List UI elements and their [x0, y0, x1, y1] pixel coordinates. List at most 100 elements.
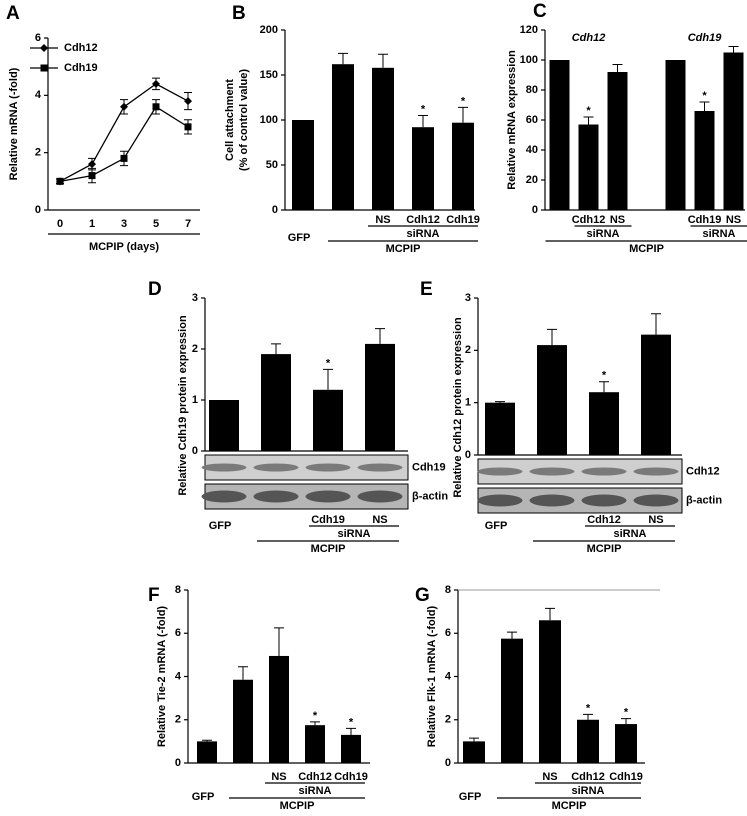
error-bar	[238, 666, 248, 680]
bar	[549, 60, 570, 210]
x-tick-label: NS	[542, 771, 557, 783]
error-bar	[507, 631, 517, 639]
error-bar	[418, 115, 428, 128]
y-axis-label: Relative Flk-1 mRNA (-fold)	[426, 605, 438, 747]
bar	[537, 345, 567, 455]
legend-marker	[40, 64, 48, 72]
bracket-label: siRNA	[406, 228, 439, 240]
control-label: GFP	[288, 232, 311, 244]
x-tick-label: 7	[185, 218, 191, 230]
blot-band	[633, 467, 679, 476]
y-tick-label: 0	[532, 204, 538, 216]
bar	[694, 111, 715, 210]
blot-band	[477, 494, 523, 507]
panel-letter: D	[148, 279, 162, 300]
significance-marker: *	[326, 357, 331, 369]
significance-marker: *	[586, 105, 591, 117]
x-tick-label: Cdh12	[572, 214, 606, 226]
blot-band	[357, 490, 403, 503]
y-tick-label: 80	[526, 84, 538, 96]
y-axis-label: Relative Tie-2 mRNA (-fold)	[156, 606, 168, 748]
x-tick-label: Cdh12	[571, 771, 605, 783]
x-tick-label: NS	[375, 214, 390, 226]
x-axis-label: MCPIP (days)	[89, 241, 159, 253]
x-tick-label: Cdh19	[688, 214, 722, 226]
bar	[313, 389, 343, 451]
y-axis-label: Relative mRNA expression	[506, 50, 518, 190]
legend-label: Cdh19	[64, 62, 98, 74]
point	[152, 103, 160, 111]
x-tick-label: 0	[57, 218, 63, 230]
bar	[539, 620, 561, 763]
point	[120, 154, 128, 162]
bar	[412, 127, 434, 210]
panel-letter: C	[533, 1, 547, 22]
y-tick-label: 6	[175, 627, 181, 639]
series-line	[59, 105, 189, 182]
y-tick-label: 50	[266, 159, 278, 171]
y-axis-label: Relative Cdh19 protein expression	[177, 315, 189, 496]
series-line	[59, 83, 189, 182]
error-bar	[271, 343, 281, 355]
point	[184, 123, 192, 131]
error-bar	[547, 328, 557, 346]
y-tick-label: 1	[465, 397, 471, 409]
blot-band	[253, 490, 299, 503]
bar	[233, 679, 253, 763]
significance-marker: *	[624, 707, 629, 719]
control-label: GFP	[459, 791, 482, 803]
x-tick-label: Cdh12	[298, 771, 332, 783]
x-tick-label: NS	[610, 214, 625, 226]
x-tick-label: 1	[89, 218, 95, 230]
significance-marker: *	[313, 710, 318, 722]
blot-band	[581, 467, 627, 476]
y-tick-label: 1	[192, 394, 198, 406]
bar	[341, 734, 361, 763]
panel-letter: F	[148, 585, 160, 606]
blot-label: Cdh19	[412, 461, 446, 473]
x-tick-label: Cdh19	[609, 771, 643, 783]
bar	[332, 64, 354, 210]
bar	[372, 67, 394, 210]
bar	[577, 719, 599, 763]
legend-marker	[40, 44, 48, 52]
control-label: GFP	[209, 520, 232, 532]
error-bar	[583, 713, 593, 720]
bracket-label: siRNA	[571, 785, 604, 797]
significance-marker: *	[421, 103, 426, 115]
significance-marker: *	[349, 716, 354, 728]
y-tick-label: 3	[192, 292, 198, 304]
error-bar	[545, 607, 555, 621]
y-tick-label: 4	[445, 670, 452, 682]
bar	[305, 725, 325, 763]
y-tick-label: 8	[175, 584, 181, 596]
x-tick-label: NS	[726, 214, 741, 226]
y-tick-label: 120	[520, 24, 538, 36]
significance-marker: *	[461, 95, 466, 107]
y-tick-label: 2	[465, 344, 471, 356]
y-tick-label: 60	[526, 114, 538, 126]
error-bar	[599, 381, 609, 393]
blot-label: Cdh12	[686, 465, 720, 477]
y-axis-label: Cell attachment	[224, 79, 236, 161]
y-tick-label: 0	[272, 204, 278, 216]
error-bar	[375, 328, 385, 344]
group-label: Cdh12	[572, 32, 606, 44]
blot-band	[529, 467, 575, 476]
bar	[723, 52, 744, 210]
error-bar	[346, 727, 356, 735]
y-tick-label: 2	[175, 714, 181, 726]
panel-letter: A	[6, 3, 20, 24]
error-bar	[469, 737, 479, 742]
control-label: GFP	[192, 791, 215, 803]
error-bar	[458, 106, 468, 123]
bar	[209, 400, 239, 451]
error-bar	[310, 721, 320, 726]
y-tick-label: 150	[260, 69, 278, 81]
bracket-label: siRNA	[298, 785, 331, 797]
error-bar	[323, 368, 333, 390]
x-tick-label: Cdh19	[334, 771, 368, 783]
bar	[615, 724, 637, 763]
error-bar	[583, 116, 594, 125]
